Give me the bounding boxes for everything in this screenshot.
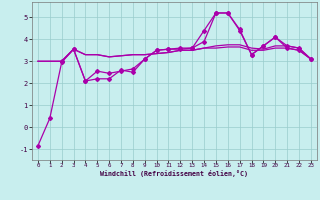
- X-axis label: Windchill (Refroidissement éolien,°C): Windchill (Refroidissement éolien,°C): [100, 170, 248, 177]
